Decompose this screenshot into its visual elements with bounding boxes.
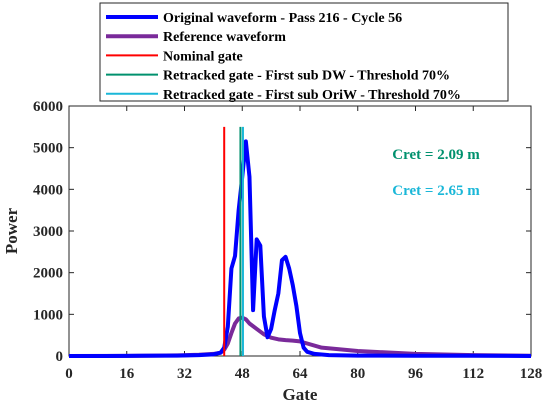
x-tick-label: 80 (350, 366, 365, 382)
y-tick-label: 5000 (33, 141, 63, 157)
y-tick-label: 6000 (33, 99, 63, 115)
legend: Original waveform - Pass 216 - Cycle 56 R… (99, 2, 509, 103)
axes-frame (68, 105, 532, 357)
y-tick-label: 2000 (33, 266, 63, 282)
annotations: Cret = 2.09 m Cret = 2.65 m (392, 147, 480, 199)
x-tick-label: 16 (119, 366, 135, 382)
y-tick-label: 4000 (33, 182, 63, 198)
cret-annotation: Cret = 2.09 m (392, 147, 480, 163)
legend-entry: Reference waveform (163, 30, 286, 45)
ticks: 0 16 32 48 64 80 96 112 128 0 1000 2000 3000 4000 5000… (33, 99, 542, 382)
y-tick-label: 1000 (33, 307, 63, 323)
legend-entry: Nominal gate (163, 49, 243, 64)
y-tick-label: 0 (56, 349, 64, 365)
x-tick-label: 128 (520, 366, 543, 382)
legend-entry: Retracked gate - First sub OriW - Thresh… (163, 88, 461, 103)
legend-box (99, 2, 509, 102)
y-tick-label: 3000 (33, 224, 63, 240)
x-tick-label: 96 (408, 366, 424, 382)
x-tick-label: 112 (462, 366, 484, 382)
original-waveform-line (69, 139, 532, 358)
series-layer (68, 126, 532, 358)
x-tick-label: 64 (293, 366, 309, 382)
x-tick-label: 48 (235, 366, 250, 382)
plot-area (68, 105, 532, 357)
y-axis-label: Power (2, 207, 21, 254)
x-tick-label: 32 (177, 366, 192, 382)
x-tick-label: 0 (65, 366, 73, 382)
cret-annotation: Cret = 2.65 m (392, 183, 480, 199)
legend-entry: Retracked gate - First sub DW - Threshol… (163, 69, 450, 84)
legend-entry: Original waveform - Pass 216 - Cycle 56 (163, 11, 402, 26)
x-axis-label: Gate (283, 385, 318, 404)
